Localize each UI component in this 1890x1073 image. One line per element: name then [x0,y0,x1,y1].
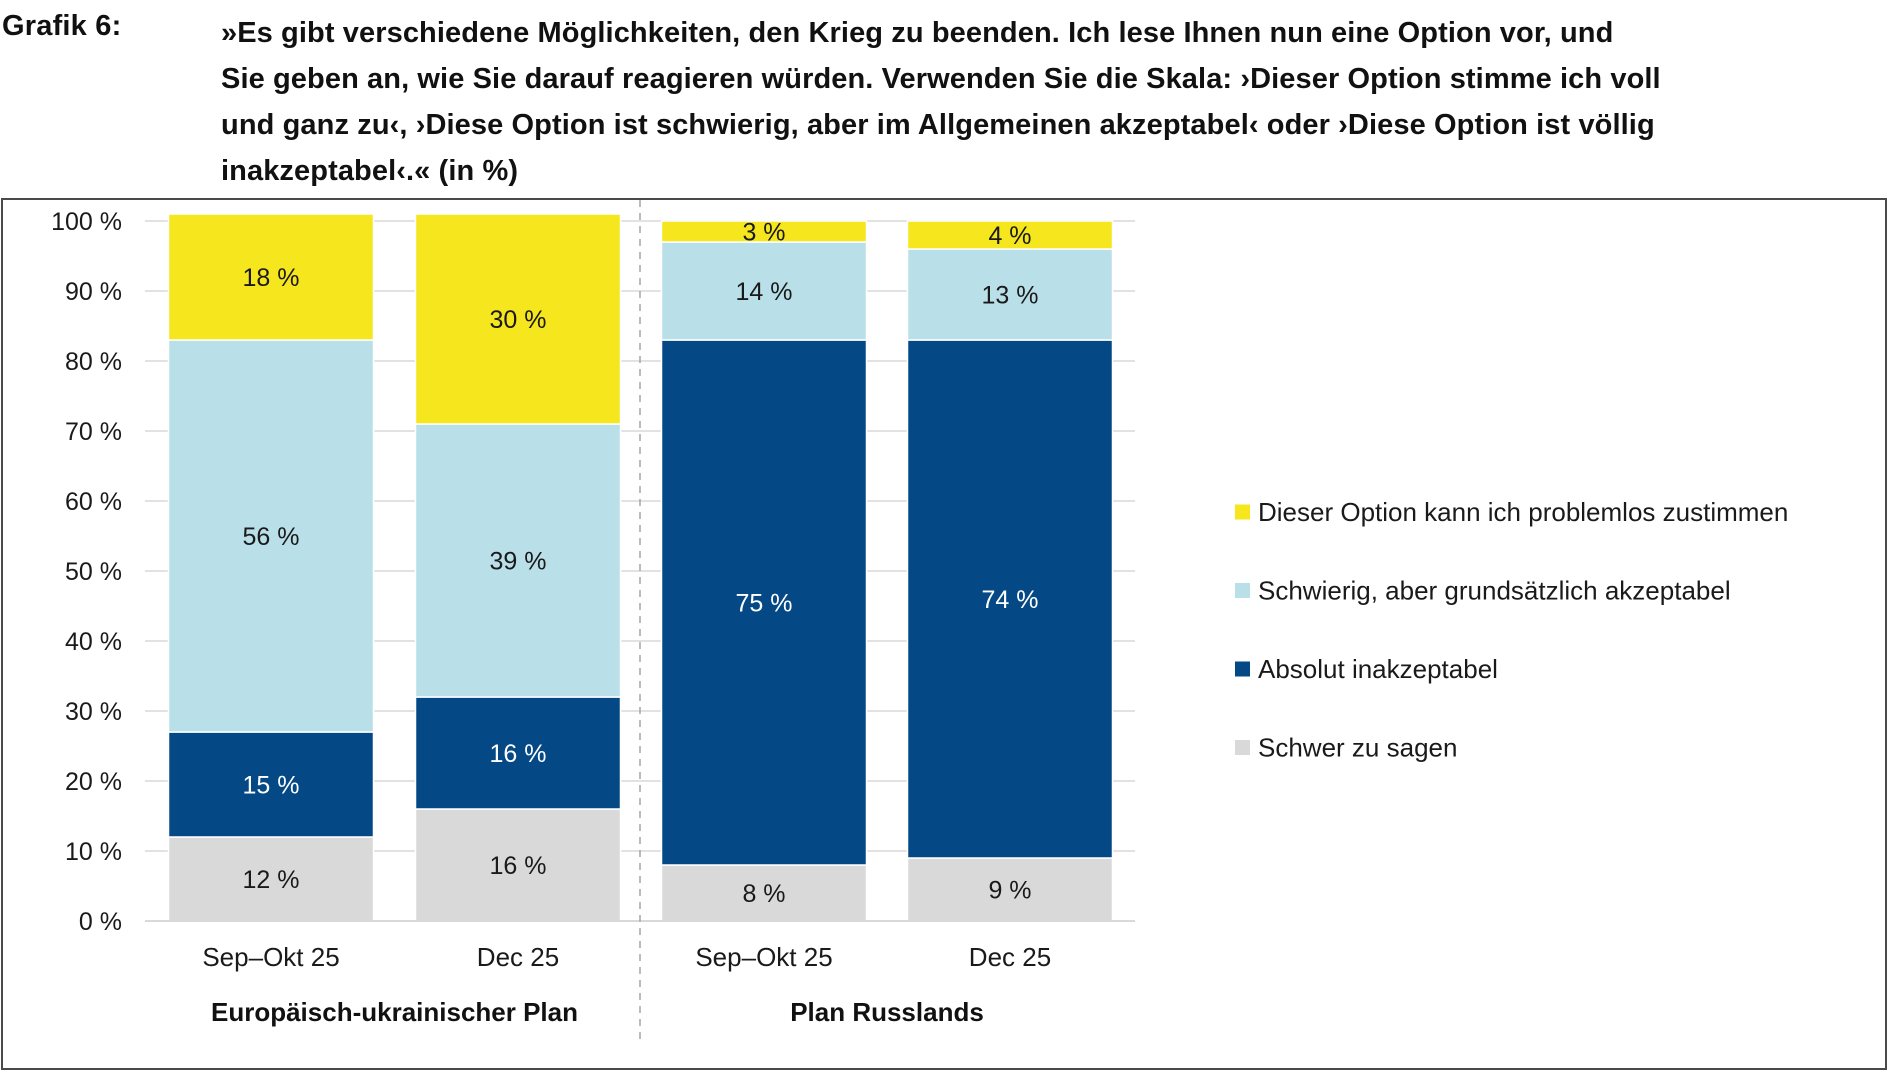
data-label: 13 % [982,282,1039,310]
y-tick-label: 90 % [65,278,122,306]
y-tick-label: 0 % [79,908,122,936]
bars [167,213,1114,922]
figure-title-line: und ganz zu‹, ›Diese Option ist schwieri… [221,109,1655,141]
legend-swatch [1235,661,1250,677]
data-label: 3 % [742,219,785,247]
legend-swatch [1235,504,1250,520]
data-label: 4 % [988,222,1031,250]
bar-segment [660,241,868,341]
data-label: 16 % [490,852,547,880]
group-label: Europäisch-ukrainischer Plan [211,997,578,1027]
y-tick-label: 10 % [65,838,122,866]
data-label: 9 % [988,877,1031,905]
data-label: 56 % [243,523,300,551]
bar-segment [906,339,1114,859]
bar-segment [906,857,1114,922]
x-axis: Sep–Okt 25 Dec 25 Sep–Okt 25 Dec 25 Europäis… [145,200,1135,1042]
x-tick-label: Sep–Okt 25 [202,942,339,972]
y-tick-label: 50 % [65,558,122,586]
legend-swatch [1235,740,1250,755]
x-tick-label: Dec 25 [969,942,1051,972]
figure-title: »Es gibt verschiedene Möglichkeiten, den… [221,10,1887,194]
bar-segment [660,339,868,866]
bar-segment [906,248,1114,341]
data-label: 8 % [742,880,785,908]
data-labels: 12 % 15 % 56 % 18 % 16 % 16 % 39 % 30 % 8 % 75 % 1… [243,219,1039,909]
bar-segment [167,731,375,838]
bar-segment [414,808,622,922]
figure-title-line: Sie geben an, wie Sie darauf reagieren w… [221,63,1661,95]
bar-segment [167,213,375,341]
data-label: 16 % [490,740,547,768]
x-tick-label: Sep–Okt 25 [695,942,832,972]
data-label: 18 % [243,264,300,292]
bar-segment [414,696,622,810]
legend-label: Schwierig, aber grundsätzlich akzeptabel [1258,576,1731,606]
data-label: 15 % [243,772,300,800]
y-tick-label: 20 % [65,768,122,796]
y-tick-label: 60 % [65,488,122,516]
legend-label: Dieser Option kann ich problemlos zustim… [1258,497,1788,527]
legend-swatch [1235,583,1250,598]
bar-segment [906,220,1114,250]
figure-title-line: »Es gibt verschiedene Möglichkeiten, den… [221,17,1614,49]
chart-frame [1,198,1887,1070]
data-label: 75 % [736,590,793,618]
data-label: 74 % [982,586,1039,614]
legend: Dieser Option kann ich problemlos zustim… [1235,497,1788,763]
y-axis-ticks: 0 % 10 % 20 % 30 % 40 % 50 % 60 % 70 % 80 % 90 % 1… [51,208,122,936]
group-label: Plan Russlands [790,997,984,1027]
data-label: 39 % [490,548,547,576]
y-tick-label: 80 % [65,348,122,376]
y-tick-label: 30 % [65,698,122,726]
x-tick-label: Dec 25 [477,942,559,972]
data-label: 12 % [243,866,300,894]
data-label: 14 % [736,278,793,306]
legend-label: Schwer zu sagen [1258,733,1457,763]
y-tick-label: 100 % [51,208,122,236]
bar-segment [414,423,622,698]
bar-segment [660,220,868,243]
figure-label: Grafik 6: [2,10,122,42]
y-tick-label: 40 % [65,628,122,656]
figure-title-line: inakzeptabel‹.« (in %) [221,155,519,187]
data-label: 30 % [490,306,547,334]
legend-label: Absolut inakzeptabel [1258,654,1498,684]
bar-segment [414,213,622,425]
y-tick-label: 70 % [65,418,122,446]
